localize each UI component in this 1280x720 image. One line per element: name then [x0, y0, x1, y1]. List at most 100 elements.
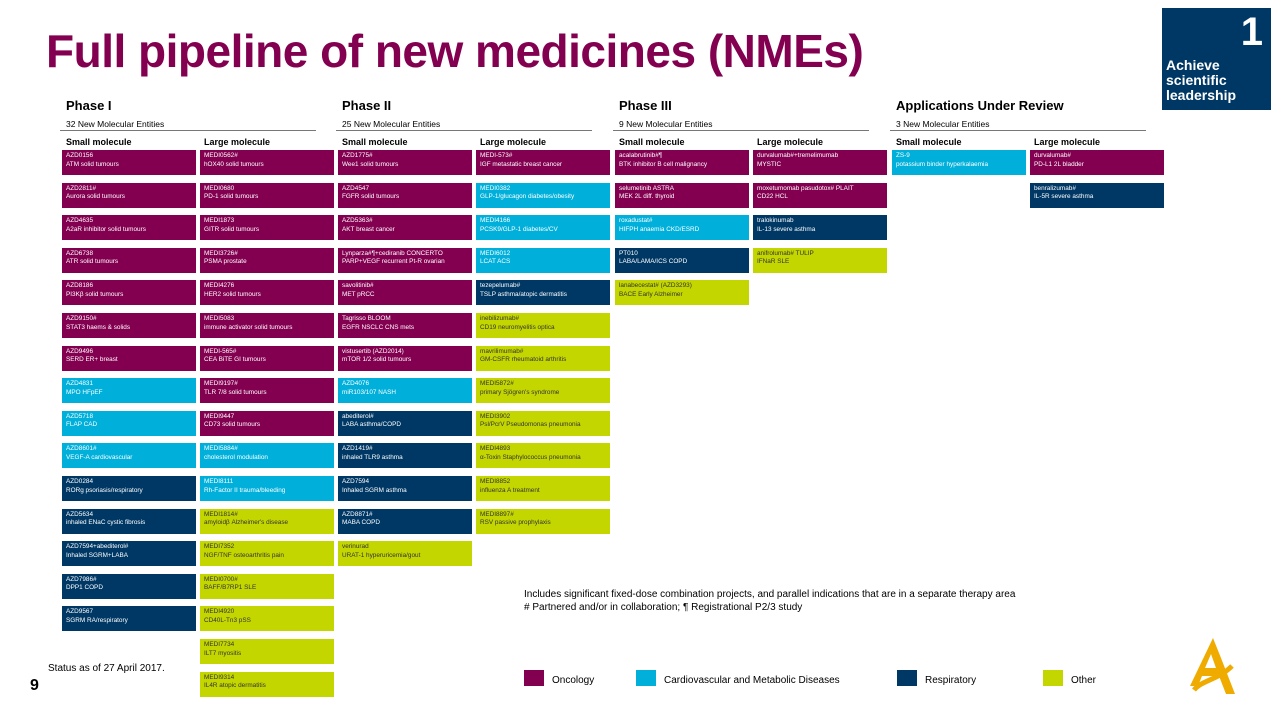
drug-indication: BACE Early Alzheimer: [619, 290, 683, 298]
drug-indication: STAT3 haems & solids: [66, 323, 131, 331]
drug-name: MEDI5083: [204, 315, 235, 322]
pipeline-card: MEDI5872# primary Sjögren's syndrome: [476, 378, 610, 404]
drug-name: MEDI0680: [204, 184, 235, 192]
pipeline-card: MEDI9314 IL4R atopic dermatitis: [200, 671, 334, 697]
drug-indication: IL4R atopic dermatitis: [204, 682, 266, 690]
drug-name: benralizumab#: [1034, 184, 1076, 192]
drug-indication: LABA asthma/COPD: [342, 421, 401, 429]
drug-indication: MET pRCC: [342, 290, 375, 298]
drug-indication: miR103/107 NASH: [342, 388, 396, 396]
drug-indication: LCAT ACS: [480, 258, 511, 266]
drug-name: AZD4831: [66, 380, 93, 388]
drug-name: MEDI9447: [204, 412, 235, 420]
drug-name: MEDI4166: [480, 217, 511, 225]
drug-indication: MABA COPD: [342, 519, 380, 527]
pipeline-card: AZD4831 MPO HFpEF: [62, 378, 196, 404]
drug-indication: EGFR NSCLC CNS mets: [342, 323, 415, 331]
legend-swatch: [524, 670, 544, 686]
drug-name: MEDI3902: [480, 412, 511, 420]
drug-name: MEDI-565#: [204, 347, 237, 355]
drug-name: MEDI5884#: [204, 445, 238, 453]
drug-indication: SGRM RA/respiratory: [66, 616, 128, 624]
drug-name: AZD9150#: [66, 315, 97, 322]
section-badge: 1 Achieve scientific leadership: [1162, 8, 1271, 110]
pipeline-card: AZD8871# MABA COPD: [338, 508, 472, 534]
phase-title: Applications Under Review: [896, 98, 1064, 113]
drug-name: abediterol#: [342, 412, 374, 420]
drug-indication: Rh-Factor II trauma/bleeding: [204, 486, 286, 494]
drug-name: MEDI7734: [204, 641, 235, 648]
drug-indication: DPP1 COPD: [66, 584, 103, 592]
drug-name: MEDI8111: [204, 478, 234, 485]
pipeline-card: AZD5718 FLAP CAD: [62, 410, 196, 436]
pipeline-card: AZD4635 A2aR inhibitor solid tumours: [62, 215, 196, 241]
drug-indication: SERD ER+ breast: [66, 356, 118, 364]
pipeline-card: AZD5363# AKT breast cancer: [338, 215, 472, 241]
pipeline-card: AZD9567 SGRM RA/respiratory: [62, 606, 196, 632]
drug-name: selumetinib ASTRA: [619, 184, 675, 192]
pipeline-card: MEDI5083 immune activator solid tumours: [200, 313, 334, 338]
pipeline-card: MEDI4276 HER2 solid tumours: [200, 280, 334, 306]
footnote: Includes significant fixed-dose combinat…: [524, 589, 1015, 614]
drug-name: MEDI1873: [204, 217, 235, 225]
pipeline-card: MEDI-565# CEA BiTE GI tumours: [200, 345, 334, 371]
drug-name: AZD1775#: [342, 152, 373, 159]
drug-name: AZD9496: [66, 347, 93, 355]
drug-indication: NGF/TNF osteoarthritis pain: [204, 551, 284, 559]
pipeline-card: MEDI0562# hOX40 solid tumours: [200, 150, 334, 175]
drug-name: AZD5718: [66, 412, 93, 420]
drug-indication: primary Sjögren's syndrome: [480, 388, 560, 396]
pipeline-card: MEDI7352 NGF/TNF osteoarthritis pain: [200, 541, 334, 567]
drug-indication: PCSK9/GLP-1 diabetes/CV: [480, 225, 558, 233]
drug-indication: PSMA prostate: [204, 258, 247, 266]
drug-name: tezepelumab#: [480, 282, 521, 290]
drug-indication: GITR solid tumours: [204, 225, 260, 233]
drug-name: durvalumab#+tremelimumab: [757, 152, 839, 159]
pipeline-card: AZD8601# VEGF-A cardiovascular: [62, 443, 196, 469]
drug-name: MEDI9314: [204, 673, 235, 681]
drug-name: durvalumab#: [1034, 152, 1071, 159]
section-label-line: leadership: [1166, 87, 1237, 103]
drug-name: AZD7594+abediterol#: [66, 543, 129, 551]
drug-indication: CD73 solid tumours: [204, 421, 261, 429]
legend-swatch: [636, 670, 656, 686]
drug-name: tralokinumab: [757, 217, 794, 225]
legend-swatch: [897, 670, 917, 686]
drug-indication: URAT-1 hyperuricemia/gout: [342, 551, 421, 559]
legend-label: Other: [1071, 675, 1097, 686]
drug-name: AZD7986#: [66, 575, 97, 583]
drug-indication: IGF metastatic breast cancer: [480, 160, 563, 168]
pipeline-card: Lynparza#¶+cediranib CONCERTO PARP+VEGF r…: [338, 247, 472, 273]
drug-name: MEDI8852: [480, 478, 511, 485]
drug-indication: ILT7 myositis: [204, 649, 242, 657]
pipeline-card: lanabecestat# (AZD3293) BACE Early Alzhei…: [615, 280, 749, 306]
pipeline-card: roxadustat# HIFPH anaemia CKD/ESRD: [615, 215, 749, 241]
footnote-line: # Partnered and/or in collaboration; ¶ R…: [524, 601, 803, 613]
drug-name: AZD1419#: [342, 445, 373, 453]
pipeline-card: benralizumab# IL-5R severe asthma: [1030, 182, 1164, 208]
large-molecule-header: Large molecule: [480, 137, 547, 147]
drug-name: PT010: [619, 249, 638, 257]
small-molecule-header: Small molecule: [66, 137, 132, 147]
drug-indication: hOX40 solid tumours: [204, 160, 264, 168]
legend-swatch: [1043, 670, 1063, 686]
phase-title: Phase I: [66, 98, 112, 113]
section-number: 1: [1240, 10, 1263, 54]
drug-indication: CD19 neuromyelitis optica: [480, 323, 555, 331]
drug-indication: PARP+VEGF recurrent Pt-R ovarian: [342, 258, 445, 266]
drug-indication: inhaled ENaC cystic fibrosis: [66, 519, 146, 527]
pipeline-card: durvalumab# PD-L1 2L bladder: [1030, 150, 1164, 175]
pipeline-card: verinurad URAT-1 hyperuricemia/gout: [338, 541, 472, 567]
section-label: Achieve scientific leadership: [1166, 58, 1236, 103]
page-number: 9: [30, 677, 39, 694]
drug-indication: immune activator solid tumours: [204, 323, 293, 331]
drug-indication: GM-CSFR rheumatoid arthritis: [480, 356, 567, 364]
drug-name: AZD5363#: [342, 217, 373, 225]
pipeline-card: MEDI6012 LCAT ACS: [476, 247, 610, 273]
pipeline-card: MEDI-573# IGF metastatic breast cancer: [476, 150, 610, 175]
drug-name: MEDI8897#: [480, 510, 514, 518]
drug-name: AZD2811#: [66, 184, 97, 192]
large-molecule-header: Large molecule: [1034, 137, 1101, 147]
pipeline-card: MEDI0700# BAFF/B7RP1 SLE: [200, 573, 334, 599]
drug-name: Tagrisso BLOOM: [342, 315, 391, 322]
